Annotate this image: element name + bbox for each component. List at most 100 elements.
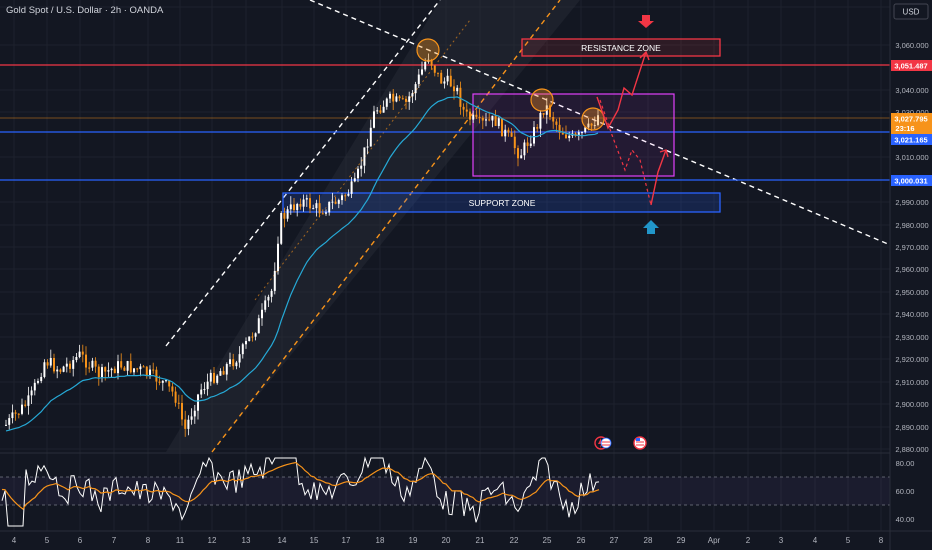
candle-body xyxy=(507,129,510,133)
up-arrow-icon xyxy=(643,220,659,234)
candle-body xyxy=(193,410,196,417)
currency-label: USD xyxy=(903,8,920,17)
us-flag-icon[interactable] xyxy=(600,437,612,449)
candle-body xyxy=(168,380,171,387)
candle-body xyxy=(232,359,235,367)
lower-blue-price-tag xyxy=(891,175,932,186)
candle-body xyxy=(491,115,494,121)
candle-body xyxy=(277,243,279,271)
candle-body xyxy=(395,96,398,102)
rsi-axis-label: 80.00 xyxy=(896,459,915,468)
time-axis-label: 3 xyxy=(779,536,784,545)
channel-mid-line xyxy=(254,19,471,301)
candle-body xyxy=(558,124,561,133)
candle-body xyxy=(289,204,292,210)
candle-body xyxy=(14,412,17,414)
candle-body xyxy=(174,391,177,403)
candle-body xyxy=(78,351,81,358)
rebound-projection-arrowhead xyxy=(659,149,669,158)
candle-body xyxy=(590,123,593,126)
candle-body xyxy=(430,59,433,66)
candle-body xyxy=(331,201,334,203)
candle-body xyxy=(440,72,443,84)
candle-body xyxy=(97,366,100,378)
candle-body xyxy=(459,87,462,107)
candle-body xyxy=(184,419,187,429)
price-axis-label: 2,930.000 xyxy=(895,333,928,342)
time-axis-label: 29 xyxy=(677,536,686,545)
candle-body xyxy=(315,203,318,209)
candle-body xyxy=(37,381,39,383)
candle-body xyxy=(523,142,526,156)
time-axis-label: 21 xyxy=(476,536,485,545)
bearish-projection-path xyxy=(599,99,652,206)
candle-body xyxy=(542,112,545,115)
price-axis-label: 2,910.000 xyxy=(895,378,928,387)
candle-body xyxy=(91,360,94,368)
candle-body xyxy=(526,142,529,146)
time-axis-label: 14 xyxy=(278,536,287,545)
price-axis[interactable]: 3,070.0003,060.0003,040.0003,030.0003,01… xyxy=(889,0,932,550)
candle-body xyxy=(411,93,414,97)
rsi-ma-line xyxy=(1,461,600,510)
candle-body xyxy=(437,72,439,74)
candle-body xyxy=(350,181,353,194)
candle-body xyxy=(264,300,267,310)
candle-body xyxy=(107,370,110,372)
candle-body xyxy=(392,93,395,102)
candle-body xyxy=(27,395,30,406)
candle-body xyxy=(65,363,68,367)
time-axis-label: 12 xyxy=(208,536,217,545)
time-axis[interactable]: 4 5 6 7 8 11 12 13 14 15 17 18 19 20 21 22 25 26 27 28 29 Apr… xyxy=(0,530,932,545)
candle-body xyxy=(337,200,340,204)
currency-button[interactable]: USD xyxy=(893,3,929,20)
candle-body xyxy=(197,394,199,411)
candle-body xyxy=(177,402,180,404)
candle-body xyxy=(286,209,289,219)
candle-body xyxy=(43,362,46,377)
candle-body xyxy=(501,118,503,137)
candle-body xyxy=(85,354,87,368)
candle-body xyxy=(190,416,193,420)
candle-body xyxy=(549,105,551,117)
candle-countdown-text: 23:16 xyxy=(895,124,914,133)
down-arrow-icon xyxy=(638,15,654,28)
pivot-marker-1 xyxy=(416,38,440,62)
candle-body xyxy=(421,69,423,75)
time-axis-label: 26 xyxy=(577,536,586,545)
economic-events[interactable] xyxy=(594,436,647,450)
candle-body xyxy=(219,371,222,376)
time-axis-label: 17 xyxy=(342,536,351,545)
candle-body xyxy=(245,341,247,345)
candle-body xyxy=(424,61,427,70)
candle-body xyxy=(481,117,484,121)
candle-body xyxy=(325,212,327,214)
candle-body xyxy=(270,290,273,297)
candle-body xyxy=(379,110,382,113)
resistance-zone[interactable]: RESISTANCE ZONE xyxy=(521,38,721,57)
candle-body xyxy=(398,96,401,99)
time-axis-label: Apr xyxy=(708,536,721,545)
time-axis-label: 18 xyxy=(376,536,385,545)
candle-body xyxy=(475,114,478,117)
candle-body xyxy=(357,168,359,179)
candle-body xyxy=(302,199,305,207)
candle-body xyxy=(133,368,135,373)
candle-body xyxy=(453,86,455,92)
rsi-line xyxy=(1,456,600,527)
support-zone[interactable]: SUPPORT ZONE xyxy=(282,192,721,213)
candle-body xyxy=(229,359,231,365)
candle-body xyxy=(312,208,315,210)
candle-body xyxy=(433,65,436,73)
candle-body xyxy=(366,146,369,148)
candle-body xyxy=(257,318,260,334)
current-price-tag xyxy=(891,113,932,134)
candle-body xyxy=(75,357,78,361)
rsi-pane[interactable] xyxy=(0,452,890,527)
lower-blue-price-text: 3,000.031 xyxy=(894,177,927,186)
candle-body xyxy=(129,361,132,373)
candle-body xyxy=(517,148,519,159)
candle-body xyxy=(504,129,507,137)
candle-body xyxy=(472,114,475,120)
